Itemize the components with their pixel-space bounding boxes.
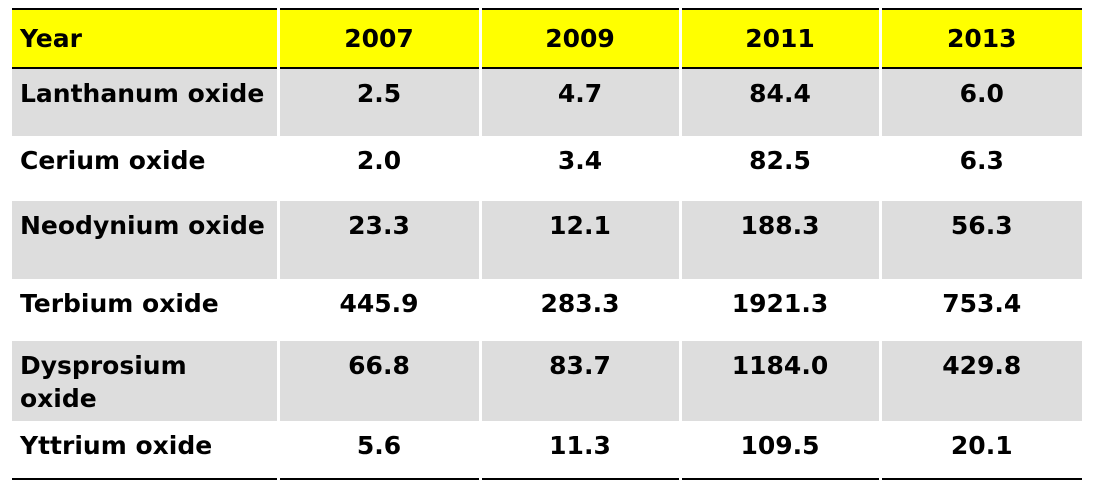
table-row: Cerium oxide 2.0 3.4 82.5 6.3 — [12, 136, 1082, 201]
table-cell: 82.5 — [678, 136, 880, 201]
table-cell: 83.7 — [478, 341, 680, 421]
table-cell: 2.5 — [276, 68, 480, 136]
data-table: Year 2007 2009 2011 2013 Lanthanum oxide 2.5 4.… — [12, 8, 1082, 480]
row-label: Dysprosium oxide — [12, 341, 278, 421]
table-cell: 12.1 — [478, 201, 680, 279]
table-cell: 66.8 — [276, 341, 480, 421]
table-row: Dysprosium oxide 66.8 83.7 1184.0 429.8 — [12, 341, 1082, 421]
row-label: Cerium oxide — [12, 136, 278, 201]
table-cell: 20.1 — [878, 421, 1082, 479]
header-row: Year 2007 2009 2011 2013 — [12, 9, 1082, 69]
table-body: Year 2007 2009 2011 2013 Lanthanum oxide 2.5 4.… — [12, 9, 1082, 479]
table-cell: 6.0 — [878, 68, 1082, 136]
row-label: Neodynium oxide — [12, 201, 278, 279]
table-cell: 4.7 — [478, 68, 680, 136]
header-cell: 2013 — [878, 9, 1082, 69]
table-cell: 11.3 — [478, 421, 680, 479]
table-row: Lanthanum oxide 2.5 4.7 84.4 6.0 — [12, 68, 1082, 136]
table-cell: 23.3 — [276, 201, 480, 279]
row-label: Terbium oxide — [12, 279, 278, 341]
table-cell: 1184.0 — [678, 341, 880, 421]
header-cell: 2007 — [276, 9, 480, 69]
table-cell: 84.4 — [678, 68, 880, 136]
table-cell: 2.0 — [276, 136, 480, 201]
row-label: Lanthanum oxide — [12, 68, 278, 136]
table-cell: 188.3 — [678, 201, 880, 279]
table-row: Yttrium oxide 5.6 11.3 109.5 20.1 — [12, 421, 1082, 479]
header-cell: 2009 — [478, 9, 680, 69]
table-cell: 753.4 — [878, 279, 1082, 341]
table-cell: 429.8 — [878, 341, 1082, 421]
table-cell: 445.9 — [276, 279, 480, 341]
table-row: Terbium oxide 445.9 283.3 1921.3 753.4 — [12, 279, 1082, 341]
table-cell: 283.3 — [478, 279, 680, 341]
header-cell: 2011 — [678, 9, 880, 69]
table-cell: 6.3 — [878, 136, 1082, 201]
table-cell: 56.3 — [878, 201, 1082, 279]
table-cell: 109.5 — [678, 421, 880, 479]
table-cell: 1921.3 — [678, 279, 880, 341]
table-cell: 5.6 — [276, 421, 480, 479]
table-row: Neodynium oxide 23.3 12.1 188.3 56.3 — [12, 201, 1082, 279]
table-cell: 3.4 — [478, 136, 680, 201]
header-cell: Year — [12, 9, 278, 69]
row-label: Yttrium oxide — [12, 421, 278, 479]
